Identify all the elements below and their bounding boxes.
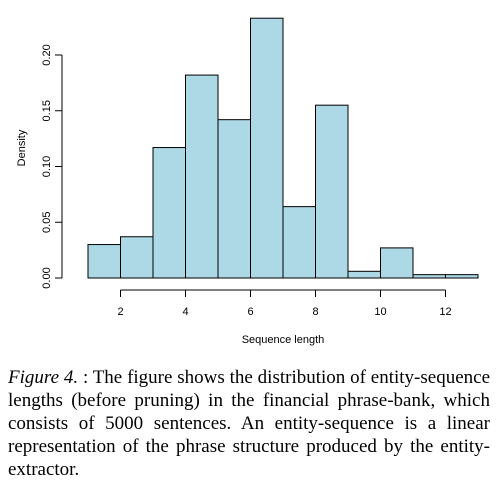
- x-tick-label: 8: [312, 306, 318, 318]
- x-tick-label: 10: [374, 306, 386, 318]
- bar: [120, 236, 154, 279]
- bar: [282, 206, 316, 279]
- x-axis-label: Sequence length: [242, 334, 325, 346]
- y-tick-label: 0.20: [41, 44, 53, 65]
- x-tick-label: 6: [247, 306, 253, 318]
- caption-label: Figure 4.: [8, 367, 79, 388]
- y-tick-label: 0.15: [41, 100, 53, 121]
- y-axis-label: Density: [16, 129, 28, 166]
- caption-text: : The figure shows the distribution of e…: [8, 367, 490, 480]
- chart: Sequence length Density 0.00 0.05 0.10 0.15…: [16, 17, 479, 346]
- bar: [87, 244, 121, 279]
- bar: [347, 270, 381, 279]
- bar: [250, 17, 284, 279]
- bar: [152, 147, 186, 279]
- y-tick-label: 0.05: [41, 212, 53, 233]
- y-tick-label: 0.10: [41, 156, 53, 177]
- caption: Figure 4. : The figure shows the distrib…: [8, 366, 490, 481]
- bar: [217, 119, 251, 279]
- x-tick-label: 2: [117, 306, 123, 318]
- bar: [185, 74, 219, 279]
- bar: [445, 274, 479, 279]
- bar: [315, 104, 349, 279]
- y-tick-label: 0.00: [41, 267, 53, 288]
- x-tick-label: 12: [439, 306, 451, 318]
- bar: [380, 247, 414, 279]
- bar: [412, 274, 446, 279]
- x-tick-label: 4: [182, 306, 188, 318]
